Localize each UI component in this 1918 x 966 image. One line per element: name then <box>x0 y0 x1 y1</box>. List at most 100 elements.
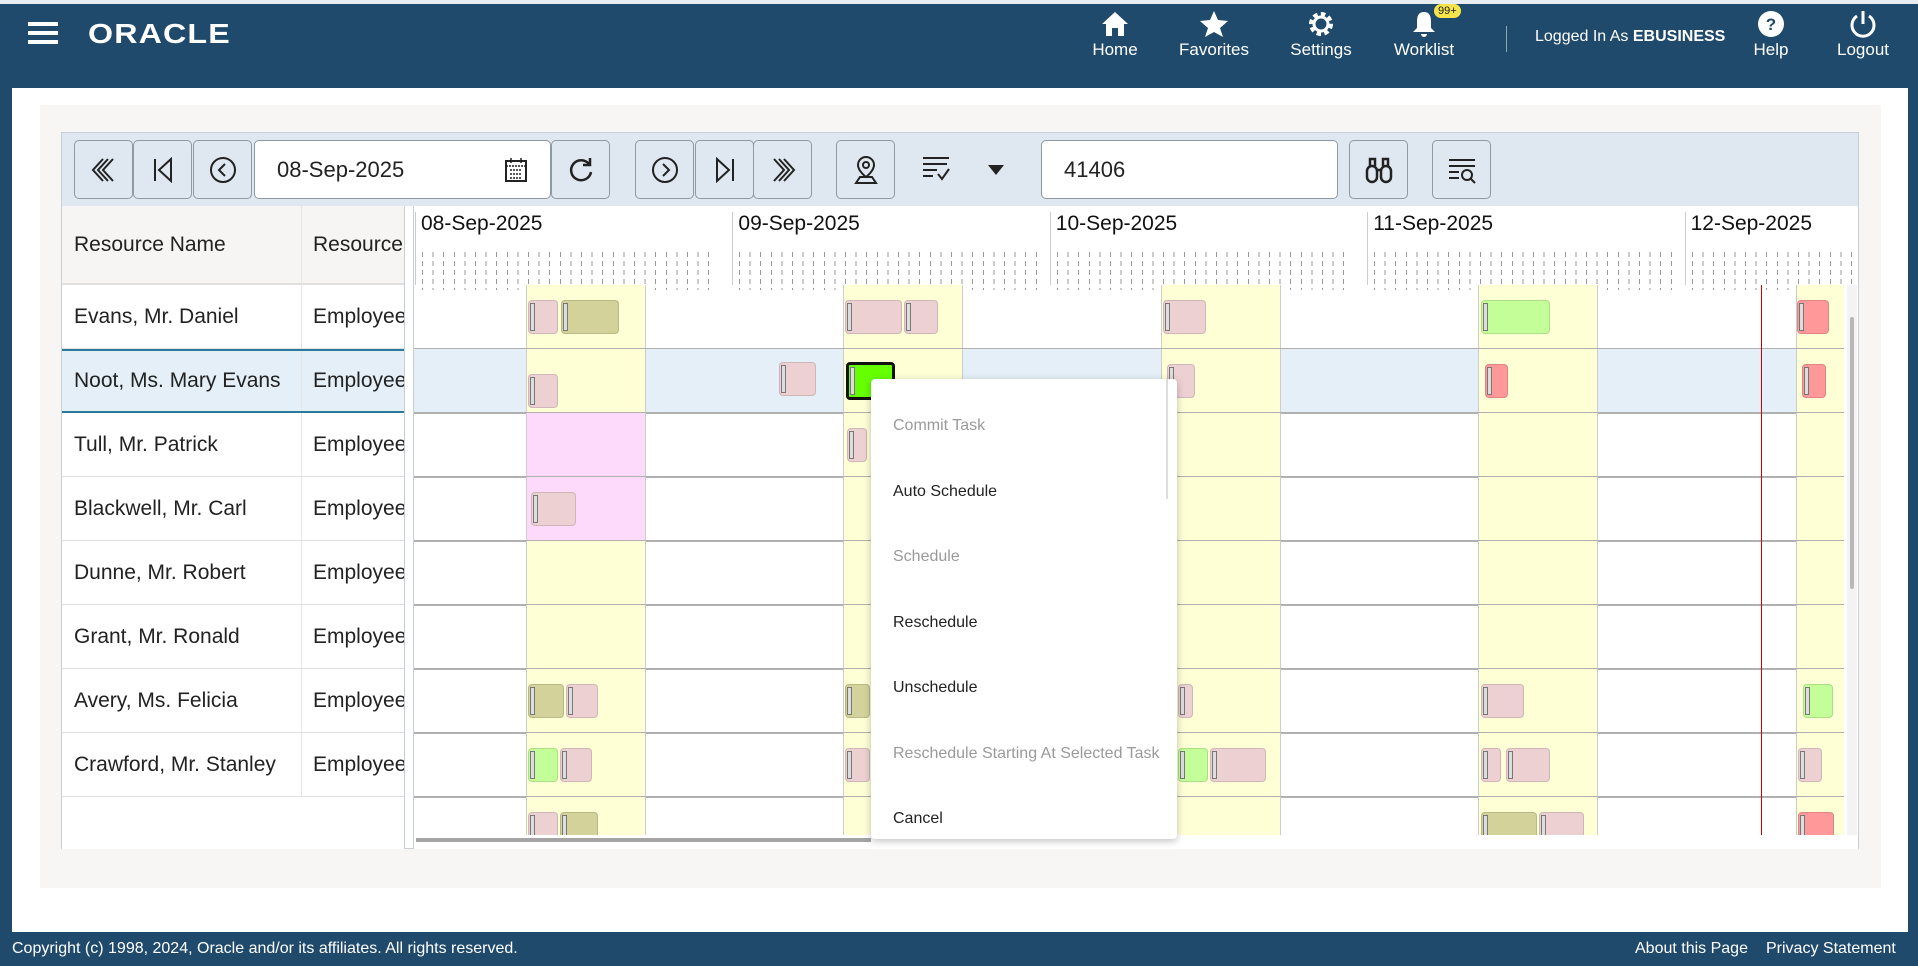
task-bar[interactable] <box>903 300 939 334</box>
map-button[interactable] <box>836 140 895 199</box>
nav-home[interactable]: Home <box>1085 4 1145 88</box>
nav-settings[interactable]: Settings <box>1281 4 1361 88</box>
double-chevron-left-icon <box>91 157 114 182</box>
column-header-resource-name[interactable]: Resource Name <box>74 232 226 256</box>
task-bar[interactable] <box>1505 748 1550 782</box>
date-input[interactable]: 08-Sep-2025 <box>254 140 551 199</box>
refresh-button[interactable] <box>551 140 610 199</box>
task-bar[interactable] <box>1177 684 1193 718</box>
task-bar[interactable] <box>1797 812 1834 835</box>
fast-back-button[interactable] <box>74 140 133 199</box>
task-bar[interactable] <box>1481 748 1502 782</box>
nav-worklist[interactable]: Worklist 99+ <box>1389 4 1461 88</box>
fast-forward-button[interactable] <box>753 140 812 199</box>
table-row[interactable]: Grant, Mr. Ronald Employee <box>62 605 404 669</box>
shift-block <box>1160 605 1281 669</box>
list-filter-button[interactable] <box>921 153 951 188</box>
header-divider <box>1506 26 1507 52</box>
hour-ticks <box>422 252 720 290</box>
nav-help[interactable]: ? Help <box>1746 4 1796 88</box>
nav-home-label: Home <box>1092 40 1138 59</box>
column-header-resource[interactable]: Resource <box>301 206 404 283</box>
context-menu-item[interactable]: Reschedule <box>893 613 978 631</box>
horizontal-scroll-thumb[interactable] <box>416 838 871 842</box>
first-button[interactable] <box>133 140 192 199</box>
privacy-statement-link[interactable]: Privacy Statement <box>1766 940 1896 957</box>
shift-block <box>1160 413 1281 477</box>
shift-block <box>526 605 646 669</box>
task-bar[interactable] <box>566 684 599 718</box>
calendar-icon[interactable] <box>504 157 528 183</box>
list-dropdown-button[interactable] <box>987 163 1005 181</box>
nav-favorites[interactable]: Favorites <box>1169 4 1259 88</box>
task-bar[interactable] <box>560 812 599 835</box>
task-bar[interactable] <box>561 300 620 334</box>
context-menu-item: Reschedule Starting At Selected Task <box>893 744 1160 762</box>
oracle-logo[interactable]: ORACLE <box>88 18 231 49</box>
search-list-button[interactable] <box>1432 140 1491 199</box>
table-header: Resource Name Resource <box>62 206 404 285</box>
find-button[interactable] <box>1349 140 1408 199</box>
context-menu-item[interactable]: Cancel <box>893 810 943 827</box>
list-search-icon <box>1448 158 1476 184</box>
task-bar[interactable] <box>1802 684 1833 718</box>
nav-logout[interactable]: Logout <box>1833 4 1893 88</box>
task-bar[interactable] <box>1481 812 1537 835</box>
task-bar[interactable] <box>1797 748 1822 782</box>
task-bar[interactable] <box>1177 748 1208 782</box>
table-row[interactable]: Noot, Ms. Mary Evans Employee <box>62 349 404 413</box>
date-label: 08-Sep-2025 <box>421 212 543 235</box>
task-bar[interactable] <box>1538 812 1585 835</box>
menu-scrollbar[interactable] <box>1166 379 1168 499</box>
task-bar[interactable] <box>528 374 558 408</box>
resource-type-cell: Employee <box>301 541 404 604</box>
task-bar[interactable] <box>845 300 902 334</box>
nav-favorites-label: Favorites <box>1179 40 1249 59</box>
shift-block <box>1795 413 1844 477</box>
task-bar[interactable] <box>845 684 870 718</box>
task-bar[interactable] <box>1796 300 1829 334</box>
horizontal-scrollbar[interactable] <box>414 835 1844 845</box>
binoculars-icon <box>1365 157 1392 183</box>
worklist-badge: 99+ <box>1434 4 1461 18</box>
resource-type-cell: Employee <box>301 413 404 476</box>
task-bar[interactable] <box>1484 364 1509 398</box>
task-bar[interactable] <box>845 748 870 782</box>
about-page-link[interactable]: About this Page <box>1635 940 1748 957</box>
context-menu-item[interactable]: Unschedule <box>893 679 978 696</box>
table-row[interactable]: Avery, Ms. Felicia Employee <box>62 669 404 733</box>
logged-in-text: Logged In As EBUSINESS <box>1535 28 1725 46</box>
resource-type-cell: Employee <box>301 351 404 411</box>
task-bar[interactable] <box>1163 300 1207 334</box>
task-bar[interactable] <box>1481 684 1525 718</box>
task-bar[interactable] <box>560 748 593 782</box>
table-row[interactable]: Tull, Mr. Patrick Employee <box>62 413 404 477</box>
task-bar[interactable] <box>847 428 868 462</box>
task-bar[interactable] <box>1801 364 1827 398</box>
shift-block <box>1795 477 1844 541</box>
table-row[interactable]: Blackwell, Mr. Carl Employee <box>62 477 404 541</box>
table-row[interactable]: Dunne, Mr. Robert Employee <box>62 541 404 605</box>
task-bar[interactable] <box>530 492 577 526</box>
table-row[interactable]: Evans, Mr. Daniel Employee <box>62 285 404 349</box>
task-bar[interactable] <box>528 684 565 718</box>
hamburger-menu-icon[interactable] <box>28 22 58 46</box>
nav-logout-label: Logout <box>1837 40 1889 59</box>
star-icon <box>1200 11 1228 37</box>
task-bar[interactable] <box>528 300 558 334</box>
vertical-scrollbar[interactable] <box>1847 285 1857 835</box>
shift-block <box>1478 477 1599 541</box>
context-menu-item[interactable]: Auto Schedule <box>893 482 998 500</box>
next-button[interactable] <box>635 140 694 199</box>
task-bar[interactable] <box>778 362 817 396</box>
last-button[interactable] <box>695 140 754 199</box>
vertical-scroll-thumb[interactable] <box>1850 317 1854 589</box>
task-bar[interactable] <box>528 812 558 835</box>
previous-button[interactable] <box>193 140 252 199</box>
task-bar[interactable] <box>1209 748 1267 782</box>
search-input[interactable]: 41406 <box>1041 140 1338 199</box>
shift-block <box>1795 605 1844 669</box>
task-bar[interactable] <box>528 748 558 782</box>
table-row[interactable]: Crawford, Mr. Stanley Employee <box>62 733 404 797</box>
task-bar[interactable] <box>1481 300 1550 334</box>
